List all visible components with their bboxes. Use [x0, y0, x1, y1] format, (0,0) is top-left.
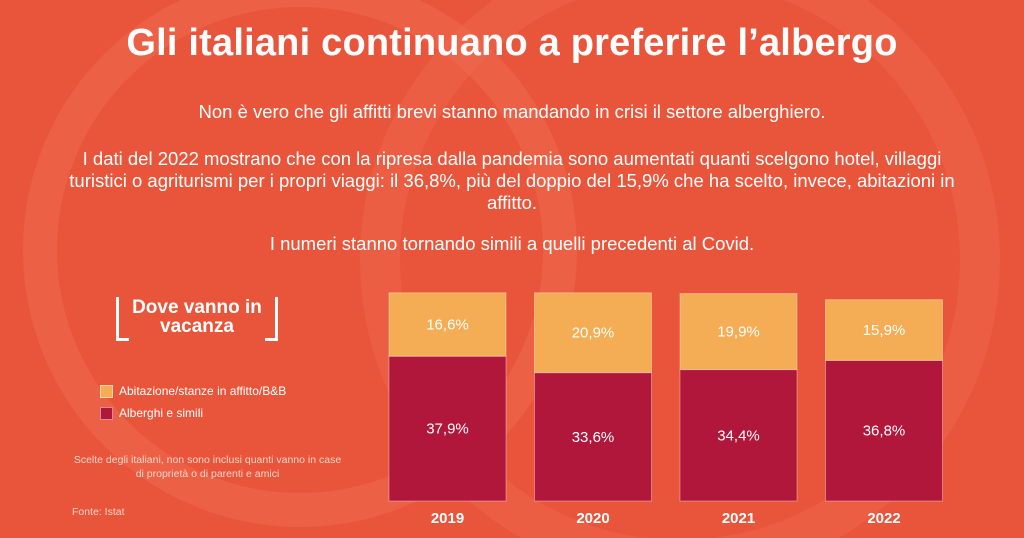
legend-label-rentals: Abitazione/stanze in affitto/B&B [119, 384, 287, 398]
data-label-hotels-2019: 37,9% [426, 421, 469, 438]
legend-swatch-hotels [100, 406, 113, 420]
data-label-rentals-2019: 16,6% [426, 317, 469, 334]
x-tick-label-2021: 2021 [722, 510, 755, 527]
page-title: Gli italiani continuano a preferire l’al… [126, 22, 898, 64]
intro-paragraph-2: I dati del 2022 mostrano che con la ripr… [69, 148, 955, 213]
data-label-rentals-2020: 20,9% [572, 325, 615, 342]
legend-title-frame [116, 297, 278, 341]
bar-rentals-2019 [388, 292, 507, 357]
bar-hotels-2021 [679, 369, 798, 502]
data-label-hotels-2020: 33,6% [572, 429, 615, 446]
bar-hotels-2019 [388, 355, 507, 502]
data-label-hotels-2022: 36,8% [863, 423, 906, 440]
bar-rentals-2022 [825, 299, 943, 361]
legend-swatch-rentals [100, 384, 113, 398]
intro-paragraph-1: Non è vero che gli affitti brevi stanno … [198, 101, 826, 122]
x-tick-label-2022: 2022 [867, 510, 900, 527]
intro-paragraph-3: I numeri stanno tornando simili a quelli… [269, 233, 755, 254]
data-label-rentals-2022: 15,9% [863, 322, 906, 339]
bar-rentals-2020 [534, 292, 652, 374]
legend-title: Dove vanno in vacanza [132, 297, 262, 337]
x-tick-label-2019: 2019 [431, 510, 464, 527]
chart-note: Scelte degli italiani, non sono inclusi … [73, 454, 342, 480]
data-label-rentals-2021: 19,9% [717, 324, 760, 341]
bar-rentals-2021 [679, 293, 798, 371]
data-label-hotels-2021: 34,4% [717, 427, 760, 444]
legend-label-hotels: Alberghi e simili [119, 406, 204, 420]
legend-item-rentals: Abitazione/stanze in affitto/B&B [100, 384, 286, 398]
bar-hotels-2020 [534, 372, 652, 502]
source-label: Fonte: Istat [72, 506, 125, 518]
x-tick-label-2020: 2020 [576, 510, 609, 527]
legend-item-hotels: Alberghi e simili [100, 406, 203, 420]
bar-hotels-2022 [825, 359, 943, 502]
